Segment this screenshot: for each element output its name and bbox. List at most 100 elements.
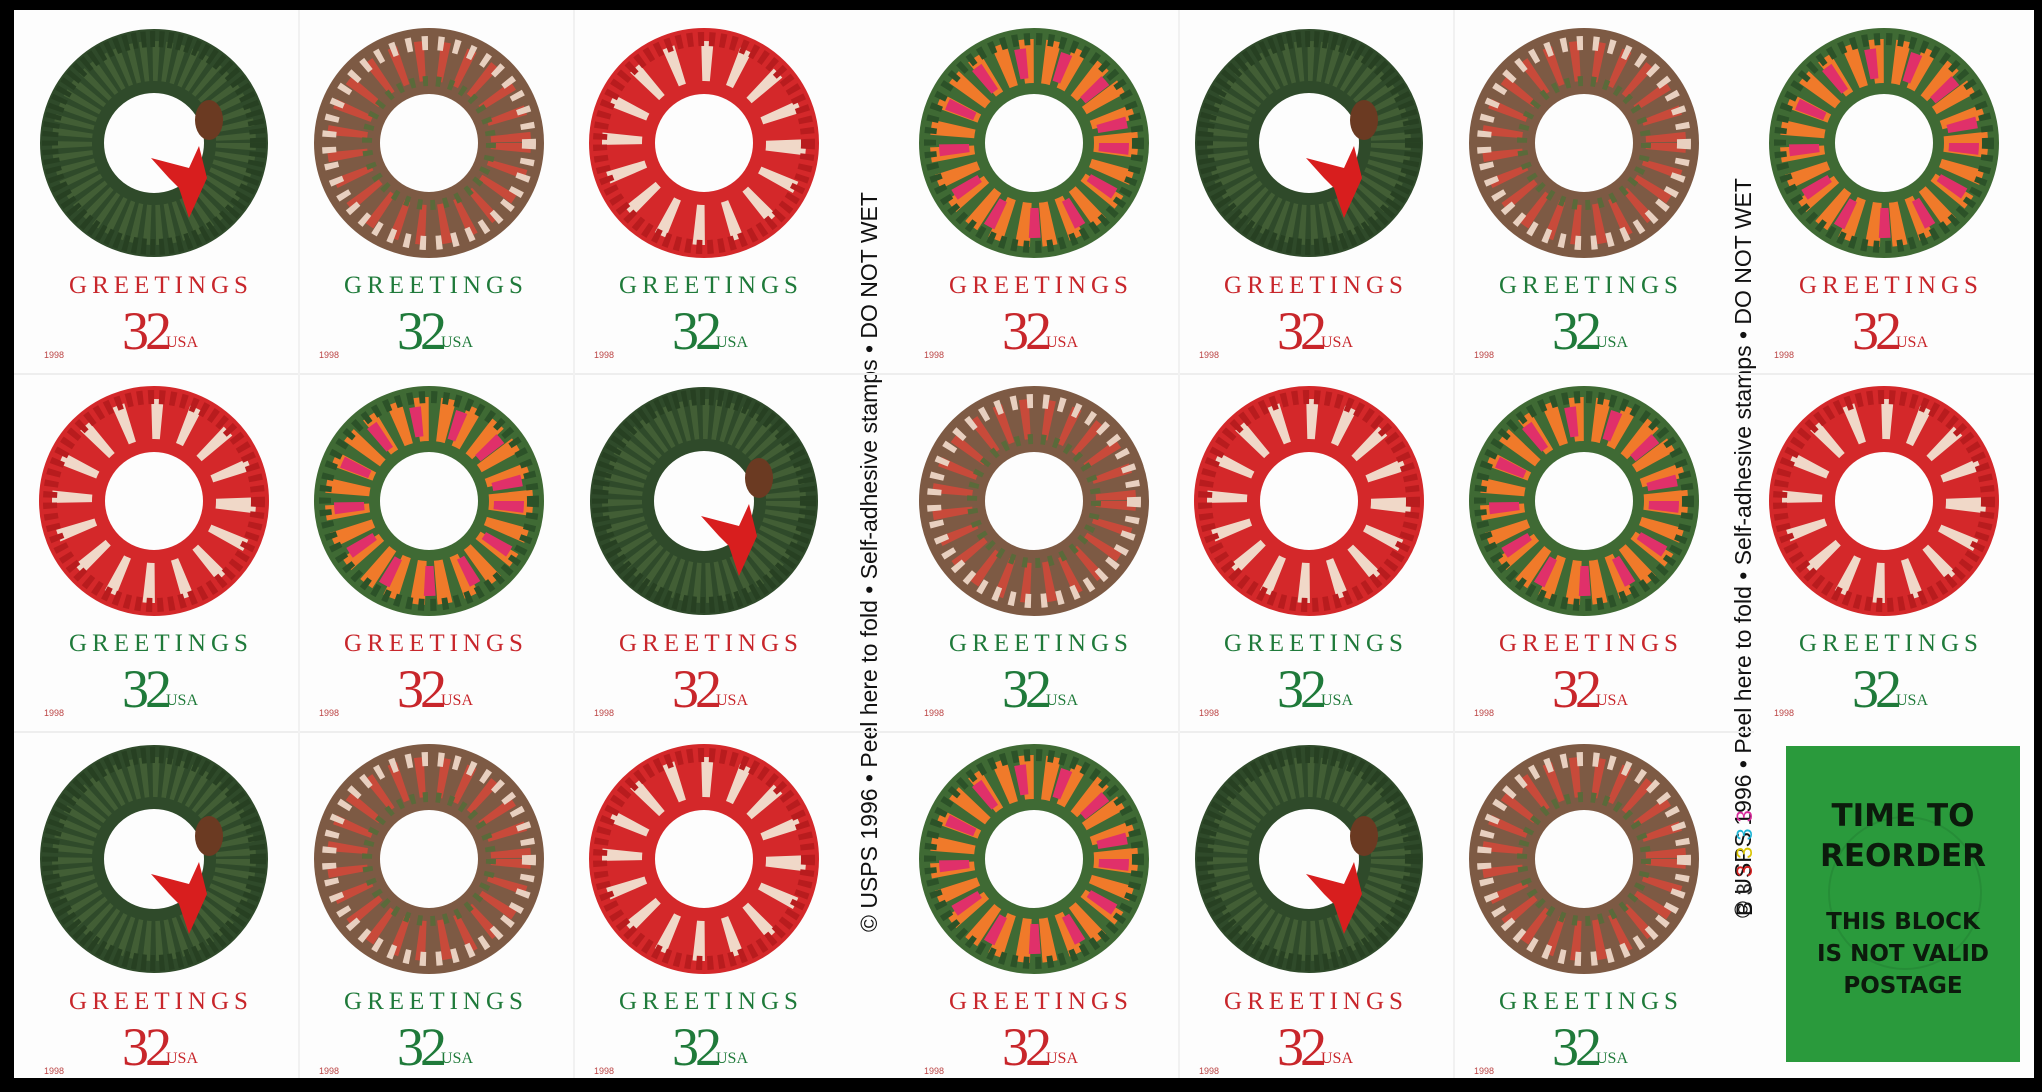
dried-fruit-wreath-image xyxy=(1469,28,1699,258)
plate-digit: 3 xyxy=(1732,883,1757,896)
chili-pepper-wreath-image xyxy=(1769,386,1999,616)
year-text: 1998 xyxy=(1474,350,1495,360)
tropical-flower-wreath-image xyxy=(919,744,1149,974)
year-text: 1998 xyxy=(319,708,340,718)
stamp-chili-wreath[interactable]: GREETINGS 32USA 1998 xyxy=(574,736,848,1092)
stamp-flower-wreath[interactable]: GREETINGS 32USA 1998 xyxy=(1454,378,1728,734)
greetings-text: GREETINGS xyxy=(949,272,1133,299)
greetings-text: GREETINGS xyxy=(619,988,803,1015)
stamp-fruit-wreath[interactable]: GREETINGS 32USA 1998 xyxy=(904,378,1178,734)
greetings-text: GREETINGS xyxy=(619,630,803,657)
denomination: 32USA xyxy=(1851,301,1928,361)
greetings-text: GREETINGS xyxy=(619,272,803,299)
year-text: 1998 xyxy=(924,350,945,360)
stamp-flower-wreath[interactable]: GREETINGS 32USA 1998 xyxy=(299,378,573,734)
chili-pepper-wreath-image xyxy=(39,386,269,616)
year-text: 1998 xyxy=(44,350,65,360)
plate-digit: 3 xyxy=(1732,828,1757,841)
denomination: 32USA xyxy=(1551,301,1628,361)
year-text: 1998 xyxy=(1199,708,1220,718)
stamp-flower-wreath[interactable]: GREETINGS 32USA 1998 xyxy=(904,20,1178,376)
denomination: 32USA xyxy=(671,1017,748,1077)
dried-fruit-wreath-image xyxy=(314,28,544,258)
stamp-chili-wreath[interactable]: GREETINGS 32USA 1998 xyxy=(574,20,848,376)
stamp-evergreen-wreath[interactable]: GREETINGS 32USA 1998 xyxy=(1179,20,1453,376)
stamp-fruit-wreath[interactable]: GREETINGS 32USA 1998 xyxy=(299,736,573,1092)
stamp-evergreen-wreath[interactable]: GREETINGS 32USA 1998 xyxy=(24,736,298,1092)
year-text: 1998 xyxy=(924,1066,945,1076)
evergreen-wreath-image xyxy=(1195,745,1423,973)
stamp-chili-wreath[interactable]: GREETINGS 32USA 1998 xyxy=(1179,378,1453,734)
denomination: 32USA xyxy=(121,1017,198,1077)
denomination: 32USA xyxy=(671,301,748,361)
tropical-flower-wreath-image xyxy=(1469,386,1699,616)
greetings-text: GREETINGS xyxy=(1799,630,1983,657)
greetings-text: GREETINGS xyxy=(344,272,528,299)
denomination: 32USA xyxy=(396,1017,473,1077)
time-to-reorder-label: TIME TO REORDER THIS BLOCK IS NOT VALID … xyxy=(1786,746,2020,1062)
stamp-chili-wreath[interactable]: GREETINGS 32USA 1998 xyxy=(24,378,298,734)
greetings-text: GREETINGS xyxy=(1499,630,1683,657)
dried-fruit-wreath-image xyxy=(314,744,544,974)
stamp-fruit-wreath[interactable]: GREETINGS 32USA 1998 xyxy=(1454,736,1728,1092)
dried-fruit-wreath-image xyxy=(1469,744,1699,974)
greetings-text: GREETINGS xyxy=(1499,988,1683,1015)
denomination: 32USA xyxy=(1276,1017,1353,1077)
greetings-text: GREETINGS xyxy=(1224,272,1408,299)
denomination: 32USA xyxy=(1851,659,1928,719)
year-text: 1998 xyxy=(1774,350,1795,360)
greetings-text: GREETINGS xyxy=(344,630,528,657)
denomination: 32USA xyxy=(1001,659,1078,719)
plate-digit: 3 xyxy=(1732,846,1757,859)
tropical-flower-wreath-image xyxy=(314,386,544,616)
stamp-evergreen-wreath[interactable]: GREETINGS 32USA 1998 xyxy=(1179,736,1453,1092)
evergreen-wreath-image xyxy=(1195,29,1423,257)
year-text: 1998 xyxy=(1474,708,1495,718)
greetings-text: GREETINGS xyxy=(344,988,528,1015)
year-text: 1998 xyxy=(1199,350,1220,360)
year-text: 1998 xyxy=(1199,1066,1220,1076)
evergreen-wreath-image xyxy=(590,387,818,615)
stamp-fruit-wreath[interactable]: GREETINGS 32USA 1998 xyxy=(1454,20,1728,376)
year-text: 1998 xyxy=(594,1066,615,1076)
denomination: 32USA xyxy=(671,659,748,719)
plate-digit: 3 xyxy=(1732,810,1757,823)
denomination: 32USA xyxy=(396,301,473,361)
year-text: 1998 xyxy=(44,1066,65,1076)
year-text: 1998 xyxy=(594,350,615,360)
year-text: 1998 xyxy=(924,708,945,718)
denomination: 32USA xyxy=(121,301,198,361)
evergreen-wreath-image xyxy=(40,29,268,257)
greetings-text: GREETINGS xyxy=(69,630,253,657)
stamp-chili-wreath[interactable]: GREETINGS 32USA 1998 xyxy=(1754,378,2028,734)
greetings-text: GREETINGS xyxy=(69,988,253,1015)
year-text: 1998 xyxy=(594,708,615,718)
greetings-text: GREETINGS xyxy=(949,630,1133,657)
plate-prefix: B xyxy=(1732,901,1757,916)
label-emboss-circle xyxy=(1828,816,1982,970)
denomination: 32USA xyxy=(1551,1017,1628,1077)
greetings-text: GREETINGS xyxy=(1799,272,1983,299)
denomination: 32USA xyxy=(121,659,198,719)
stamp-evergreen-wreath[interactable]: GREETINGS 32USA 1998 xyxy=(574,378,848,734)
stamp-fruit-wreath[interactable]: GREETINGS 32USA 1998 xyxy=(299,20,573,376)
denomination: 32USA xyxy=(1276,659,1353,719)
denomination: 32USA xyxy=(1276,301,1353,361)
stamp-flower-wreath[interactable]: GREETINGS 32USA 1998 xyxy=(1754,20,2028,376)
stamp-flower-wreath[interactable]: GREETINGS 32USA 1998 xyxy=(904,736,1178,1092)
denomination: 32USA xyxy=(1001,301,1078,361)
denomination: 32USA xyxy=(1551,659,1628,719)
dried-fruit-wreath-image xyxy=(919,386,1149,616)
greetings-text: GREETINGS xyxy=(69,272,253,299)
fold-instructions-left: © USPS 1996 • Peel here to fold • Self-a… xyxy=(856,192,882,932)
greetings-text: GREETINGS xyxy=(949,988,1133,1015)
chili-pepper-wreath-image xyxy=(1194,386,1424,616)
year-text: 1998 xyxy=(44,708,65,718)
stamp-evergreen-wreath[interactable]: GREETINGS 32USA 1998 xyxy=(24,20,298,376)
year-text: 1998 xyxy=(319,350,340,360)
denomination: 32USA xyxy=(1001,1017,1078,1077)
year-text: 1998 xyxy=(319,1066,340,1076)
stamp-booklet-pane: GREETINGS 32USA 1998 GREETINGS 32USA 199… xyxy=(14,10,2034,1078)
reorder-heading: TIME TO REORDER xyxy=(1819,798,1987,874)
year-text: 1998 xyxy=(1474,1066,1495,1076)
